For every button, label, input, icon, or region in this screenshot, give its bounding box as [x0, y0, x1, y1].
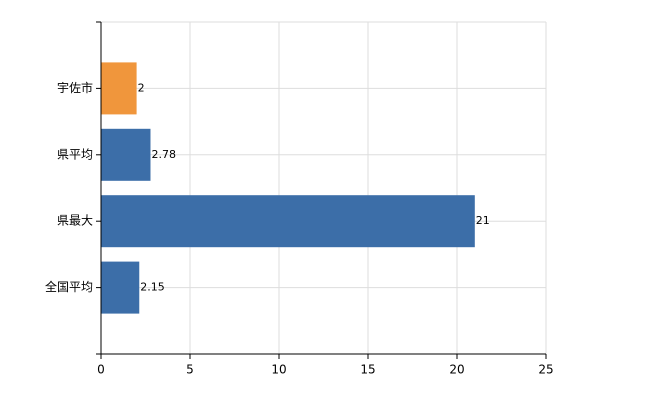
x-tick-label: 15 [360, 363, 375, 377]
bar [101, 128, 151, 181]
y-tick-label: 県最大 [57, 214, 93, 228]
y-tick-label: 県平均 [57, 147, 93, 161]
value-label: 21 [476, 214, 490, 227]
value-label: 2.78 [151, 148, 176, 161]
bar [101, 195, 475, 248]
x-tick-label: 10 [271, 363, 286, 377]
x-tick-label: 0 [97, 363, 105, 377]
value-label: 2.15 [140, 281, 165, 294]
y-tick-label: 全国平均 [45, 279, 93, 294]
y-tick-label: 宇佐市 [57, 80, 93, 95]
x-tick-label: 5 [186, 363, 194, 377]
bar [101, 62, 137, 115]
x-tick-label: 25 [538, 363, 553, 377]
value-label: 2 [138, 81, 145, 94]
bar [101, 261, 140, 314]
x-tick-label: 20 [449, 363, 464, 377]
